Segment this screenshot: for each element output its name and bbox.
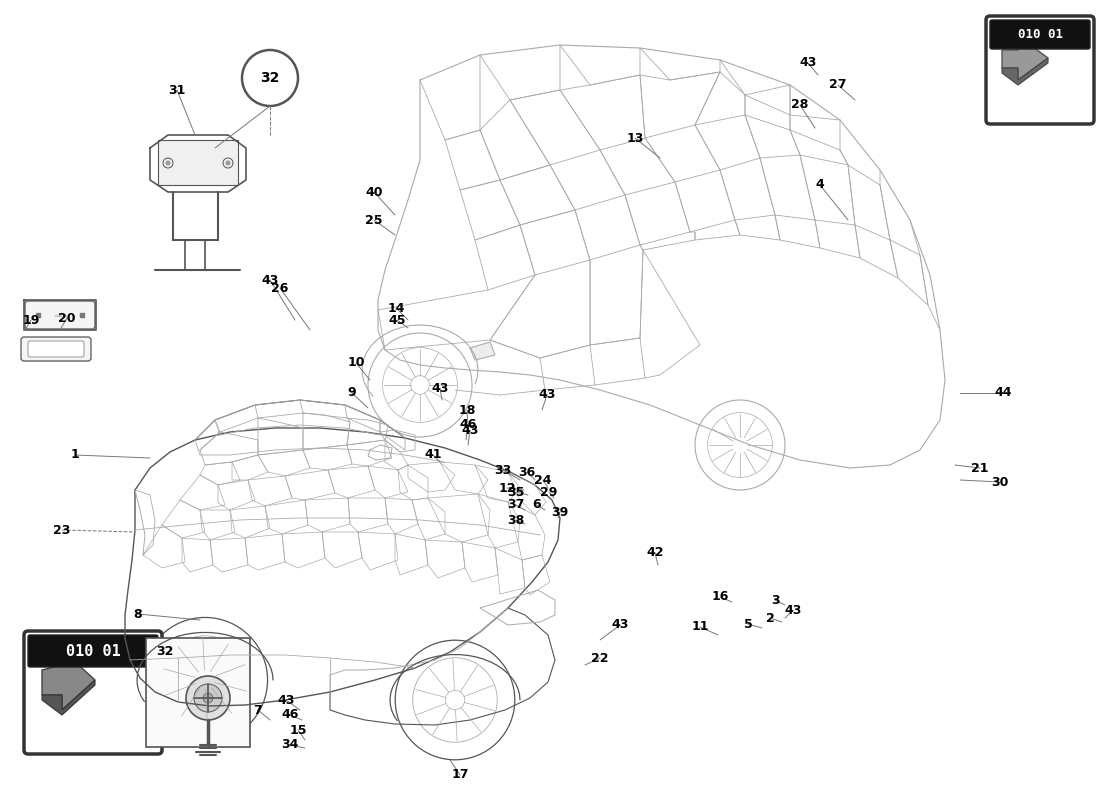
Text: 32: 32 (156, 645, 174, 658)
Text: 33: 33 (494, 463, 512, 477)
FancyBboxPatch shape (28, 304, 92, 326)
Circle shape (226, 161, 231, 166)
Text: 24: 24 (535, 474, 552, 486)
Text: 39: 39 (551, 506, 569, 518)
Text: 43: 43 (538, 389, 556, 402)
Text: 28: 28 (791, 98, 808, 111)
Text: 15: 15 (289, 723, 307, 737)
Text: 26: 26 (272, 282, 288, 294)
Polygon shape (470, 342, 495, 360)
Text: 46: 46 (460, 418, 476, 431)
Text: 43: 43 (612, 618, 629, 631)
FancyBboxPatch shape (146, 638, 250, 747)
Text: 40: 40 (365, 186, 383, 198)
Text: 2: 2 (766, 611, 774, 625)
Text: 21: 21 (971, 462, 989, 474)
Text: 11: 11 (691, 621, 708, 634)
Text: ═══: ═══ (54, 312, 66, 318)
FancyBboxPatch shape (28, 635, 158, 667)
Text: 27: 27 (829, 78, 847, 91)
Text: 22: 22 (592, 651, 608, 665)
Polygon shape (42, 680, 95, 715)
Text: 29: 29 (540, 486, 558, 498)
Polygon shape (1002, 58, 1048, 85)
Text: 19: 19 (22, 314, 40, 326)
Text: 41: 41 (425, 449, 442, 462)
Polygon shape (42, 650, 95, 710)
Text: 17: 17 (451, 769, 469, 782)
Text: 13: 13 (626, 131, 644, 145)
Text: 10: 10 (348, 357, 365, 370)
Text: 31: 31 (168, 83, 186, 97)
FancyBboxPatch shape (986, 16, 1094, 124)
Text: 43: 43 (262, 274, 278, 286)
Text: 010 01: 010 01 (66, 645, 120, 659)
Text: 14: 14 (387, 302, 405, 314)
Text: 43: 43 (277, 694, 295, 706)
Text: 44: 44 (994, 386, 1012, 399)
Text: 36: 36 (518, 466, 536, 478)
Text: 38: 38 (507, 514, 525, 526)
Text: 12: 12 (498, 482, 516, 494)
Text: 5: 5 (744, 618, 752, 630)
FancyBboxPatch shape (990, 20, 1090, 49)
Circle shape (165, 161, 170, 166)
Text: 43: 43 (784, 603, 802, 617)
Text: 7: 7 (254, 703, 263, 717)
Text: 32: 32 (261, 71, 279, 85)
Text: 20: 20 (58, 311, 76, 325)
Text: 35: 35 (507, 486, 525, 498)
FancyBboxPatch shape (158, 140, 238, 185)
Circle shape (204, 693, 213, 703)
FancyBboxPatch shape (21, 337, 91, 361)
Text: 42: 42 (647, 546, 663, 559)
Text: 37: 37 (507, 498, 525, 511)
FancyBboxPatch shape (28, 341, 84, 357)
Text: 43: 43 (431, 382, 449, 394)
FancyBboxPatch shape (25, 301, 95, 329)
Text: 6: 6 (532, 498, 541, 511)
Text: 23: 23 (53, 523, 70, 537)
Text: 1: 1 (70, 449, 79, 462)
Text: 30: 30 (991, 475, 1009, 489)
Text: 3: 3 (771, 594, 779, 606)
Text: 9: 9 (348, 386, 356, 399)
Text: 43: 43 (461, 423, 478, 437)
Text: 4: 4 (815, 178, 824, 191)
Text: 45: 45 (388, 314, 406, 326)
Text: 43: 43 (800, 57, 816, 70)
FancyBboxPatch shape (24, 631, 162, 754)
Text: 16: 16 (712, 590, 728, 603)
Text: 46: 46 (282, 709, 299, 722)
Text: 8: 8 (134, 607, 142, 621)
Circle shape (186, 676, 230, 720)
Circle shape (194, 684, 222, 712)
Text: 18: 18 (459, 403, 475, 417)
Polygon shape (1002, 36, 1048, 80)
Text: 34: 34 (282, 738, 299, 751)
Text: 010 01: 010 01 (1018, 29, 1063, 42)
Text: 25: 25 (365, 214, 383, 226)
